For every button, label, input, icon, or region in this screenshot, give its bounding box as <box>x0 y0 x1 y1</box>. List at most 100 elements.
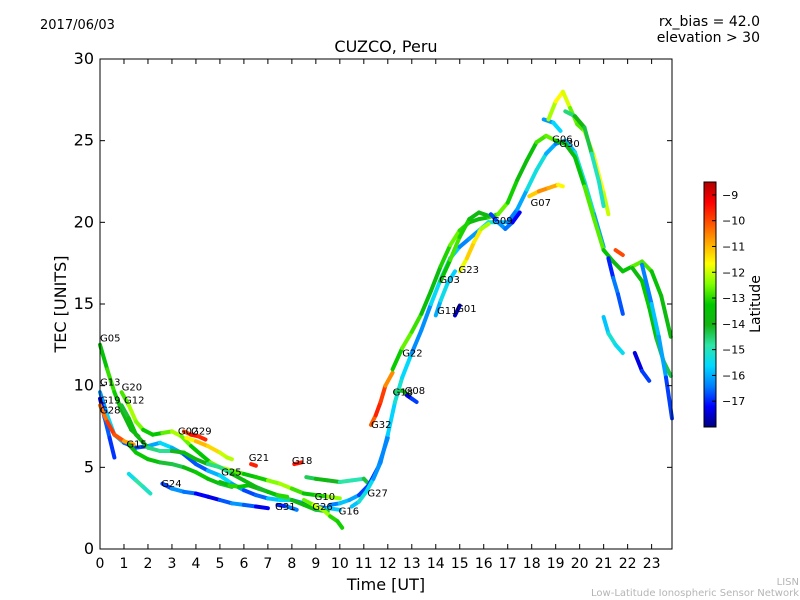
series-g32 <box>369 370 395 427</box>
series-segment <box>582 125 594 156</box>
elevation-label: elevation > 30 <box>656 30 760 46</box>
series-segment <box>613 342 625 355</box>
series-segment <box>656 334 668 380</box>
series-g09 <box>488 210 522 231</box>
series-segment <box>335 519 345 530</box>
series-segment <box>241 488 258 498</box>
series-g18 <box>292 460 304 467</box>
series-segment <box>601 190 611 217</box>
y-axis-label: TEC [UNITS] <box>51 256 70 354</box>
series-segment <box>400 329 414 351</box>
series-segment <box>241 502 258 509</box>
series-segment <box>659 293 673 339</box>
series-segment <box>551 120 563 133</box>
series-segment <box>229 468 246 476</box>
satellite-label: G10 <box>315 492 335 503</box>
colorbar-ticks: −9 −10 −11 −12 −13 −14 −15 −16 −17 <box>712 189 745 408</box>
series-segment <box>534 151 549 173</box>
series-segment <box>277 481 294 491</box>
series-segment <box>479 222 491 231</box>
series-segment <box>544 141 558 156</box>
series-segment <box>572 114 587 130</box>
series-g01 <box>453 303 462 318</box>
series-g24 <box>126 471 153 496</box>
series-segment <box>349 476 366 483</box>
series-segment <box>193 491 210 499</box>
series-segment <box>505 177 520 205</box>
series-segment <box>649 302 661 339</box>
series-segment <box>179 434 194 449</box>
series-g26 <box>304 475 371 486</box>
series-g03 <box>438 210 491 284</box>
y-tick-label: 5 <box>84 457 94 476</box>
series-segment <box>141 484 153 496</box>
series-segment <box>419 302 433 333</box>
series-segment <box>457 217 472 239</box>
x-tick-label: 3 <box>167 556 176 572</box>
colorbar <box>703 181 717 428</box>
series-segment <box>313 476 330 483</box>
footer-line2: Low-Latitude Ionospheric Sensor Network <box>591 588 799 599</box>
colorbar-tick-label: −16 <box>722 369 745 382</box>
series-segment <box>205 494 222 502</box>
satellite-label: G12 <box>124 396 144 407</box>
y-tick-label: 30 <box>74 49 94 68</box>
series-segment <box>169 486 186 494</box>
series-segment <box>383 370 395 388</box>
series-segment <box>217 465 234 476</box>
satellite-label: G27 <box>367 489 387 500</box>
satellite-label: G25 <box>221 468 241 479</box>
series-segment <box>325 506 342 512</box>
series-segment <box>193 470 210 481</box>
series-g30 <box>546 89 611 217</box>
x-axis-label: Time [UT] <box>346 575 425 594</box>
satellite-label: G02 <box>178 427 198 438</box>
series-segment <box>606 331 618 347</box>
series-segment <box>105 419 117 437</box>
x-tick-label: 16 <box>475 556 493 572</box>
series-segment <box>601 248 616 264</box>
series-segment <box>146 445 162 453</box>
series-segment <box>193 439 210 449</box>
series-segment <box>205 476 222 486</box>
series-segment <box>582 184 597 222</box>
series-segment <box>515 158 529 182</box>
colorbar-tick-label: −14 <box>722 318 745 331</box>
satellite-label: G28 <box>100 405 120 416</box>
satellite-label: G18 <box>393 388 413 399</box>
x-ticks: 0 1 2 3 4 5 6 7 8 9 10 11 12 13 14 15 16 17 18 19 20 21 22 23 <box>96 59 661 572</box>
series-segment <box>438 280 450 303</box>
series-segment <box>630 266 644 284</box>
series-segment <box>107 435 117 460</box>
series-layer <box>98 89 674 530</box>
series-segment <box>249 462 258 468</box>
satellite-label: G21 <box>249 453 269 464</box>
series-segment <box>664 375 674 421</box>
satellite-label: G11 <box>437 306 457 317</box>
x-tick-label: 13 <box>403 556 421 572</box>
series-segment <box>589 151 601 184</box>
y-tick-label: 25 <box>74 131 94 150</box>
y-ticks: 0 5 10 15 20 25 30 <box>74 49 672 558</box>
satellite-label: G06 <box>552 134 572 145</box>
series-segment <box>390 346 405 372</box>
x-tick-label: 23 <box>643 556 661 572</box>
series-segment <box>400 351 414 380</box>
series-segment <box>325 478 342 484</box>
satellite-label: G23 <box>459 265 479 276</box>
bias-label: rx_bias = 42.0 <box>658 14 760 30</box>
y-tick-label: 15 <box>74 294 94 313</box>
series-segment <box>556 182 565 189</box>
satellite-label: G19 <box>100 396 120 407</box>
satellite-label: G09 <box>492 216 512 227</box>
series-segment <box>205 444 222 455</box>
x-tick-label: 10 <box>331 556 349 572</box>
satellite-label: G05 <box>100 334 120 345</box>
series-segment <box>229 471 246 483</box>
series-segment <box>649 269 664 298</box>
series-segment <box>189 444 203 457</box>
series-segment <box>285 504 299 512</box>
series-segment <box>640 279 652 310</box>
series-segment <box>378 383 388 404</box>
satellite-label: G08 <box>405 386 425 397</box>
